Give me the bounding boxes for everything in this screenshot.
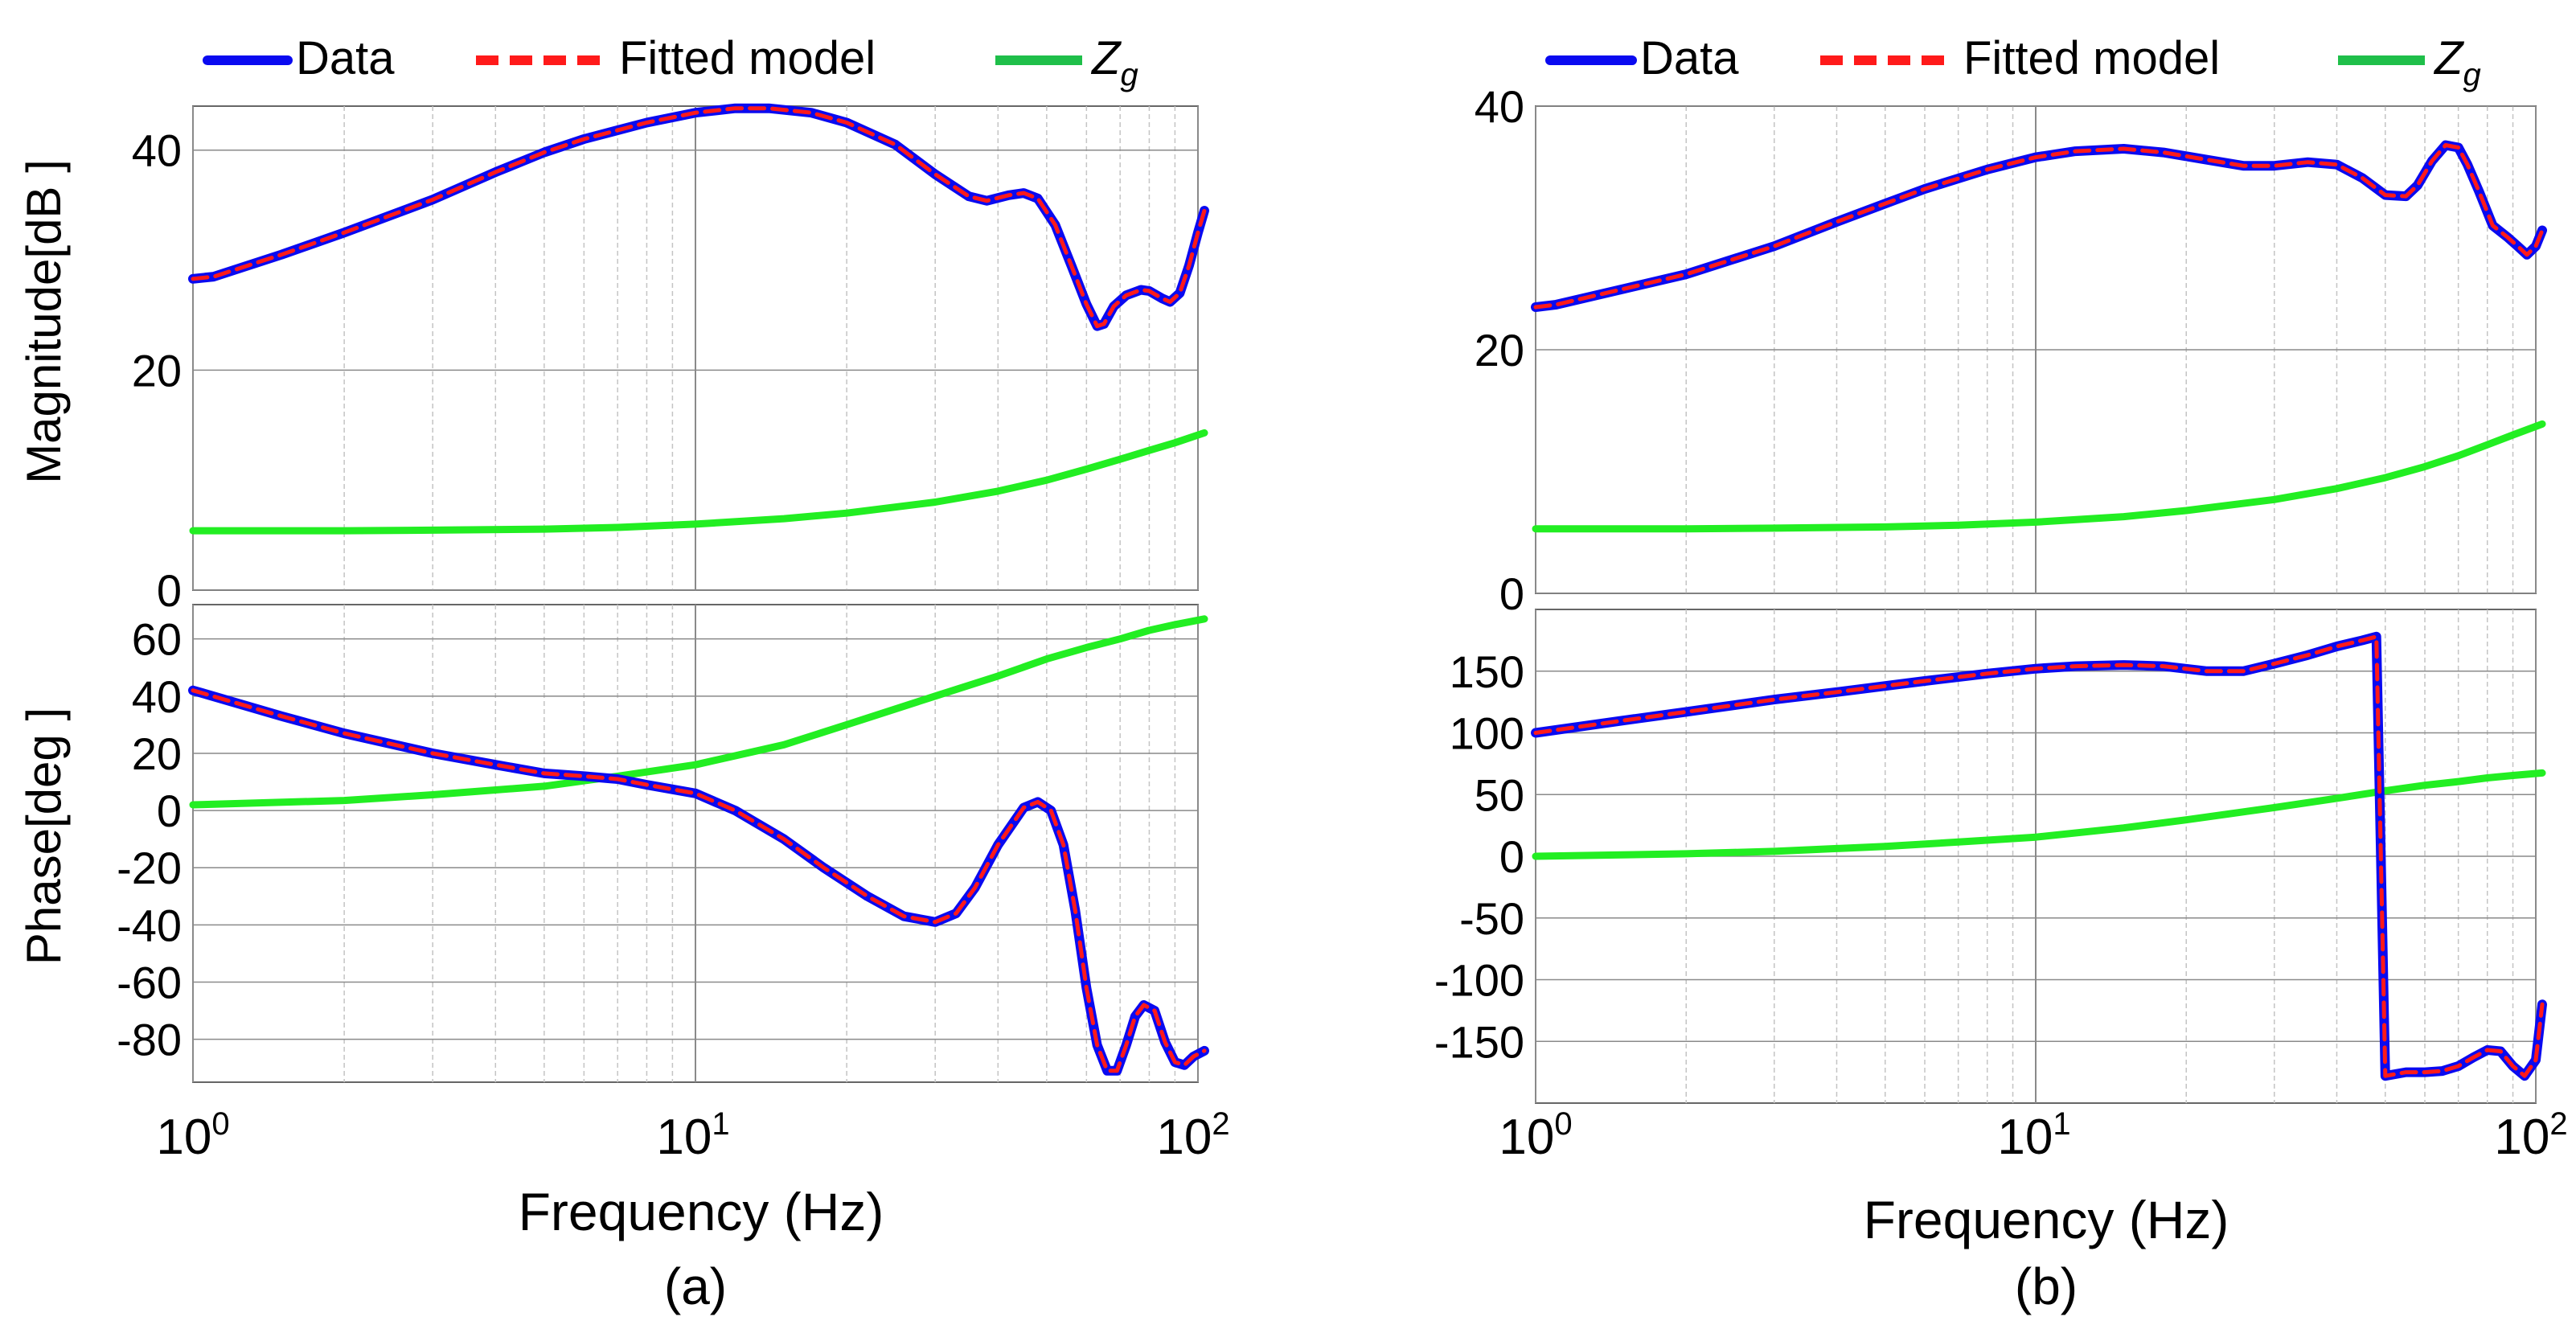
ytick-label: 0 bbox=[1499, 831, 1524, 882]
ytick-label: -50 bbox=[1459, 893, 1524, 944]
xtick-label: 101 bbox=[656, 1106, 729, 1165]
series-zg bbox=[1532, 420, 2546, 533]
ytick-label: 0 bbox=[1499, 568, 1524, 619]
ytick-label: -40 bbox=[117, 900, 182, 950]
series-fitted-model bbox=[1533, 634, 2545, 1078]
series-zg bbox=[189, 615, 1208, 809]
legend-zg-label: Zg bbox=[1090, 32, 1138, 92]
panel-b-magnitude: 0 20 40 bbox=[1475, 81, 2547, 619]
ytick-label: 40 bbox=[1475, 81, 1524, 132]
xlabel-b: Frequency (Hz) bbox=[1864, 1190, 2229, 1249]
xtick-label: 102 bbox=[2494, 1106, 2567, 1165]
legend-fitted-label: Fitted model bbox=[1963, 32, 2220, 84]
series-fitted-model bbox=[1533, 143, 2545, 310]
legend-zg-label: Zg bbox=[2433, 32, 2481, 92]
legend-a: Data Fitted model Zg bbox=[203, 32, 1138, 92]
ytick-label: 20 bbox=[132, 728, 182, 779]
xticks-a: 100 101 102 bbox=[156, 1106, 1229, 1165]
caption-a: (a) bbox=[664, 1257, 727, 1315]
ytick-label: -20 bbox=[117, 843, 182, 893]
xlabel-a: Frequency (Hz) bbox=[519, 1182, 884, 1241]
xtick-label: 102 bbox=[1156, 1106, 1229, 1165]
series-fitted-model bbox=[191, 688, 1207, 1073]
ytick-label: 0 bbox=[157, 786, 182, 836]
ytick-label: 0 bbox=[157, 565, 182, 616]
legend-data-label: Data bbox=[296, 32, 395, 84]
ytick-label: -80 bbox=[117, 1015, 182, 1065]
panel-a-magnitude: 0 20 40 bbox=[132, 103, 1209, 616]
ylabel-a-magnitude: Magnitude[dB ] bbox=[17, 159, 71, 484]
ytick-label: 40 bbox=[132, 671, 182, 722]
caption-b: (b) bbox=[2015, 1257, 2078, 1315]
ytick-label: 20 bbox=[132, 345, 182, 396]
ytick-label: 100 bbox=[1450, 708, 1524, 759]
panel-b-phase: -150 -100 -50 0 50 100 150 bbox=[1434, 609, 2547, 1104]
panel-a-phase: -80 -60 -40 -20 0 20 40 60 bbox=[117, 604, 1209, 1083]
series-zg bbox=[1532, 769, 2546, 860]
ytick-label: -60 bbox=[117, 958, 182, 1008]
xticks-b: 100 101 102 bbox=[1499, 1106, 2567, 1165]
ytick-label: 40 bbox=[132, 125, 182, 176]
xtick-label: 100 bbox=[1499, 1106, 1572, 1165]
ytick-label: 150 bbox=[1450, 646, 1524, 697]
ytick-label: 20 bbox=[1475, 325, 1524, 375]
xtick-label: 101 bbox=[1997, 1106, 2070, 1165]
series-fitted-model bbox=[191, 106, 1207, 329]
series-zg bbox=[189, 429, 1208, 535]
ytick-label: 50 bbox=[1475, 769, 1524, 820]
ytick-label: 60 bbox=[132, 614, 182, 665]
ytick-label: -100 bbox=[1434, 955, 1524, 1006]
ytick-label: -150 bbox=[1434, 1016, 1524, 1067]
xtick-label: 100 bbox=[156, 1106, 229, 1165]
ylabel-a-phase: Phase[deg ] bbox=[17, 708, 71, 965]
legend-fitted-label: Fitted model bbox=[619, 32, 876, 84]
legend-data-label: Data bbox=[1640, 32, 1739, 84]
legend-b: Data Fitted model Zg bbox=[1545, 32, 2481, 92]
